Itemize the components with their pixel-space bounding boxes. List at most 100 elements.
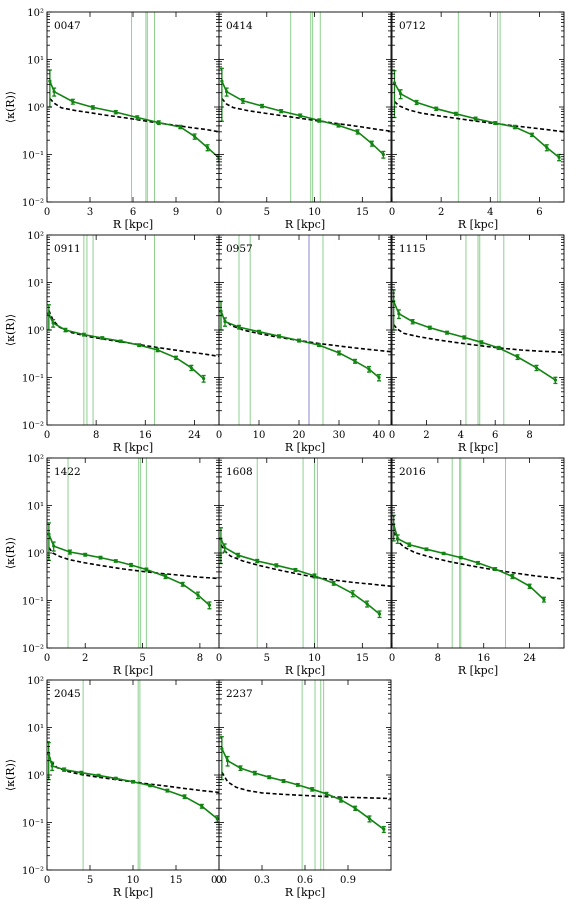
data-point [297,338,301,343]
model-curve [48,309,219,358]
data-point [424,547,428,551]
profile-line [392,524,545,601]
data-point [100,336,104,340]
panel-1608: 0 5 10 15 R [kpc] 1608 [216,457,392,677]
data-point [50,764,54,768]
data-point [381,152,385,157]
x-tick-label: 2 [438,207,444,218]
data-point [163,574,168,579]
x-tick-label: 4 [487,207,493,218]
x-tick-label: 0 [44,430,50,441]
data-point [515,355,520,359]
data-point [174,356,178,360]
x-axis-label: R [kpc] [113,441,153,454]
x-axis-label: R [kpc] [285,441,325,454]
x-tick-label: 0.3 [254,875,270,886]
data-point [317,343,321,347]
data-point [462,335,466,339]
x-tick-label: 10 [308,653,321,664]
data-point [530,133,534,137]
data-point [528,584,532,588]
axes-frame [391,11,565,203]
panel-id-label: 2016 [399,466,426,478]
plot-area [392,235,564,425]
data-point [367,817,372,821]
data-point [207,603,212,607]
y-tick-label: 10¹ [27,724,44,735]
data-point [193,134,197,139]
data-point [442,551,446,556]
data-point [445,331,449,335]
data-point [553,378,558,382]
data-point [428,326,432,330]
x-tick-label: 10 [253,430,266,441]
data-point [137,343,141,347]
data-point [411,320,415,324]
profile-line [47,753,218,820]
x-tick-label: 40 [373,430,386,441]
data-point [114,110,118,114]
x-tick-label: 8 [526,430,532,441]
y-tick-label: 10⁻¹ [22,374,44,385]
data-point [454,112,458,116]
panel-id-label: 1115 [399,243,426,255]
data-point [473,116,478,121]
panel-0712: 0 2 4 6 R [kpc] 0712 [389,11,565,231]
axes-frame [218,679,392,871]
data-point [296,783,300,787]
data-point [257,330,261,334]
profile-line [221,748,385,830]
x-axis-label: R [kpc] [113,664,153,677]
data-point [459,556,463,560]
data-point [181,582,185,586]
x-tick-label: 6 [492,430,498,441]
data-point [183,795,187,799]
model-curve [220,311,391,353]
x-tick-label: 15 [356,207,369,218]
axes-frame [218,11,392,203]
axes-frame [46,234,220,426]
panel-id-label: 0957 [226,243,253,255]
data-point [226,759,230,763]
panel-0414: 0 5 10 15 R [kpc] 0414 [216,11,392,231]
data-point [479,340,484,344]
y-axis-label: ⟨κ(R)⟩ [4,759,17,791]
data-point [220,79,224,83]
y-tick-label: 10⁻¹ [22,597,44,608]
y-tick-label: 10⁰ [27,771,44,782]
data-point [510,574,514,579]
plot-area [47,680,219,870]
x-tick-label: 0 [216,653,222,664]
axes-frame [46,11,220,203]
x-tick-label: 0 [216,207,222,218]
y-axis-label: ⟨κ(R)⟩ [4,537,17,569]
x-tick-label: 5 [139,653,145,664]
data-point [365,602,369,606]
panel-2237: 0 0.3 0.6 0.9 R [kpc] 2237 [216,679,392,899]
data-point [382,827,386,831]
data-point [255,559,259,563]
plot-area [219,458,391,648]
data-point [281,779,286,783]
plot-area [219,680,391,870]
profile-line [220,310,380,379]
data-point [215,817,219,821]
data-point [339,798,343,802]
model-curve [47,754,219,794]
x-tick-label: 8 [197,653,203,664]
plot-area [47,12,219,202]
x-tick-label: 0 [44,653,50,664]
data-point [165,788,169,793]
x-tick-label: 24 [523,653,536,664]
x-tick-label: 16 [477,653,490,664]
data-point [370,141,374,146]
y-axis-label: ⟨κ(R)⟩ [4,91,17,123]
data-point [47,312,51,316]
x-tick-label: 20 [293,430,306,441]
data-point [336,123,341,127]
y-axis-label: ⟨κ(R)⟩ [4,314,17,346]
x-axis-label: R [kpc] [113,886,153,899]
data-point [493,121,497,125]
x-axis-label: R [kpc] [458,441,498,454]
data-point [202,376,206,381]
